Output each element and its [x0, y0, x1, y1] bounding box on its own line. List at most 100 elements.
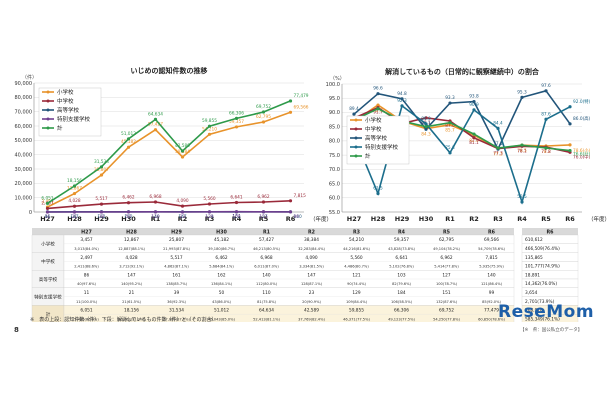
- y-tick-label: 80,000: [15, 95, 33, 101]
- table-cell-resolved: 3,334(81.5%): [299, 265, 324, 269]
- table-cell-count: 59,357: [394, 237, 409, 243]
- national-cell: 18,891: [525, 272, 540, 278]
- table-cell-count: 23: [309, 290, 315, 296]
- table-cell-resolved: 81(75.8%): [257, 300, 276, 304]
- data-label: 45,182: [121, 139, 136, 145]
- national-cell: 135,865: [525, 255, 543, 261]
- legend-marker: [354, 154, 358, 158]
- data-point: [520, 143, 524, 147]
- data-label: 86.0(高): [573, 115, 591, 122]
- table-cell-count: 42,589: [304, 308, 319, 314]
- table-header-cell: R3: [353, 230, 360, 236]
- data-label: 6,962: [257, 194, 270, 200]
- table-cell-resolved: 43(86.0%): [212, 300, 231, 304]
- data-point: [352, 112, 356, 116]
- table-header-cell: R6: [488, 230, 496, 236]
- data-label: 78.1: [517, 148, 527, 154]
- data-point: [424, 127, 428, 131]
- x-tick-label: H29: [94, 215, 109, 222]
- national-header: R6: [546, 230, 554, 236]
- national-header-bg: [522, 228, 578, 235]
- data-point: [520, 95, 524, 99]
- data-point: [207, 132, 212, 136]
- national-cell: 610,612: [525, 237, 543, 243]
- page-number: 8: [14, 326, 19, 334]
- table-cell-resolved: 112(80.0%): [256, 282, 278, 286]
- table-cell-resolved: 136(84.1%): [211, 282, 233, 286]
- data-label: 86: [45, 214, 51, 220]
- data-label: 97.6: [541, 83, 551, 89]
- table-cell-resolved: 4,486(80.7%): [344, 265, 369, 269]
- data-label: 84.3: [421, 132, 431, 138]
- data-label: 140: [294, 214, 302, 220]
- data-label: 77.3: [493, 152, 503, 158]
- table-cell-count: 5,560: [350, 255, 363, 261]
- data-point: [424, 125, 428, 129]
- table-cell-resolved: 3,712(92.1%): [119, 265, 144, 269]
- y-tick-label: 75.0: [329, 153, 340, 159]
- data-label: 99: [294, 214, 300, 220]
- y-tick-label: 85.0: [329, 124, 340, 130]
- table-cell-resolved: 16,763(91.3%): [118, 317, 145, 321]
- x-tick-label: R4: [232, 215, 242, 222]
- data-label: 4,090: [176, 198, 189, 204]
- table-row-label: 中学校: [41, 258, 55, 265]
- table-cell-resolved: 90(74.4%): [347, 282, 366, 286]
- table-cell-count: 184: [397, 290, 405, 296]
- table-cell-resolved: 36(92.3%): [167, 300, 186, 304]
- x-tick-label: R4: [517, 215, 527, 222]
- chart-recognition-count: いじめの認知件数の推移 （件） 0 10,000 20,000 30,000 40,000 5…: [15, 66, 333, 222]
- legend-label: 計: [365, 152, 371, 160]
- table-cell-count: 110: [262, 290, 270, 296]
- data-point: [72, 191, 77, 196]
- data-point: [261, 210, 266, 214]
- table-cell-count: 6,962: [440, 255, 453, 261]
- y-tick-label: 10,000: [15, 195, 33, 201]
- data-point: [376, 107, 380, 111]
- data-label: 89.4: [349, 106, 359, 112]
- table-cell-count: 39: [174, 290, 180, 296]
- legend-marker: [354, 145, 358, 149]
- data-label: 77.1: [493, 141, 503, 147]
- table-cell-resolved: 2,411(88.6%): [74, 265, 99, 269]
- table-cell-count: 151: [442, 290, 450, 296]
- data-point: [288, 99, 293, 103]
- table-cell-resolved: 49,123(77.5%): [388, 317, 415, 321]
- data-label: 59,855: [202, 118, 217, 124]
- data-point: [153, 128, 158, 132]
- data-label: 90.9: [469, 102, 479, 108]
- table-cell-resolved: 138(85.7%): [166, 282, 188, 286]
- x-tick-label: H27: [40, 215, 55, 222]
- data-point: [376, 103, 380, 107]
- data-point: [99, 210, 104, 214]
- table-header-cell: R4: [398, 230, 406, 236]
- legend-marker: [354, 136, 358, 140]
- table-row-label: 高等学校: [39, 276, 58, 283]
- table-cell-count: 162: [217, 272, 225, 278]
- y-tick-label: 70,000: [15, 109, 33, 115]
- table-cell-resolved: 27,089(87.0%): [163, 317, 190, 321]
- charts-canvas: いじめの認知件数の推移 （件） 0 10,000 20,000 30,000 40,000 5…: [15, 66, 610, 222]
- data-label: 91.7: [373, 110, 383, 116]
- chart-resolution-rate: 解消しているもの（日常的に観察継続中）の割合 （%） 55.0 60.0 65.0 70.…: [326, 67, 610, 222]
- table-cell-count: 18,156: [124, 308, 139, 314]
- data-point: [153, 210, 158, 214]
- legend-marker: [46, 108, 50, 112]
- table-cell-count: 147: [127, 272, 135, 278]
- x-tick-label: H29: [395, 215, 410, 222]
- table-cell-count: 54,210: [349, 237, 364, 243]
- data-point: [376, 92, 380, 96]
- data-point: [180, 155, 185, 159]
- table-row-label: 特別支援学校: [34, 293, 62, 300]
- table-cell-resolved: 3,013(84.0%): [74, 247, 99, 251]
- legend-box: [38, 87, 102, 137]
- data-label: 78.5: [517, 148, 527, 154]
- table-cell-count: 3,457: [80, 237, 93, 243]
- data-point: [180, 204, 185, 208]
- data-point: [72, 184, 77, 188]
- legend-marker: [46, 117, 50, 121]
- data-label: 11: [45, 214, 51, 220]
- table-cell-resolved: 85(92.0%): [482, 300, 501, 304]
- data-label: 54,210: [202, 126, 217, 132]
- legend-label: 小学校: [57, 88, 74, 96]
